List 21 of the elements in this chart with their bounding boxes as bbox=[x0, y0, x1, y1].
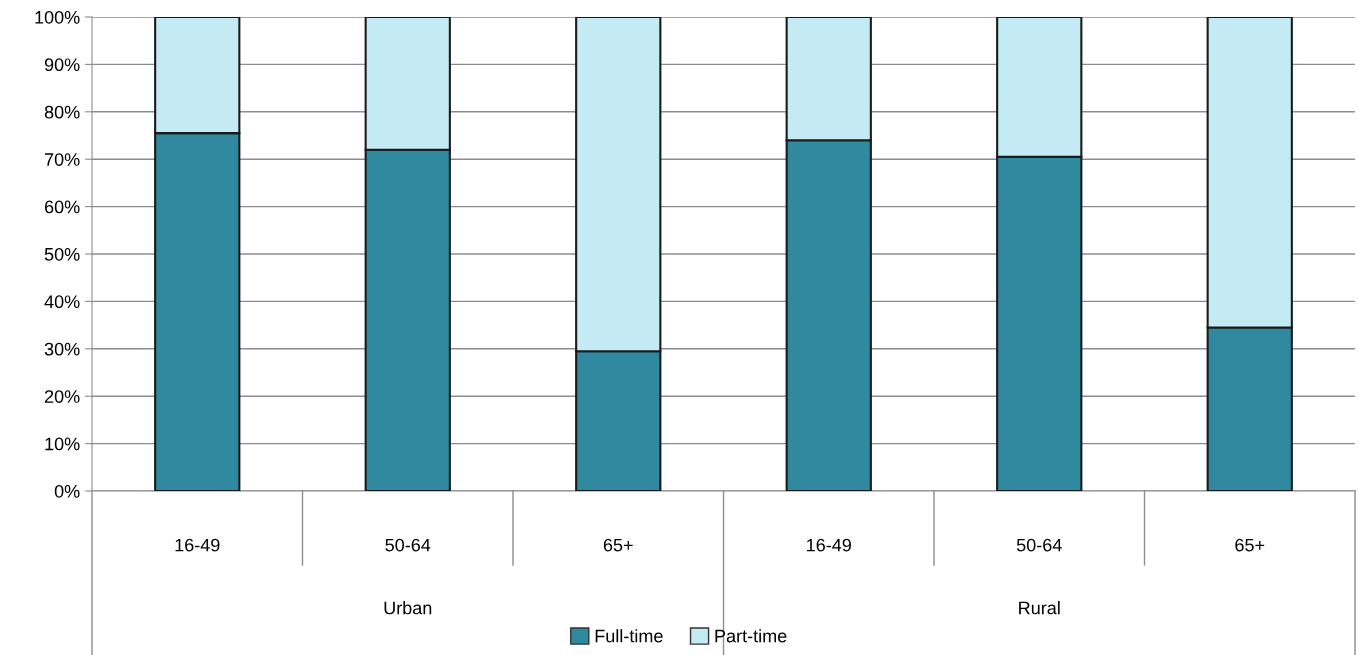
y-tick-label: 90% bbox=[44, 58, 80, 72]
y-tick-label: 70% bbox=[44, 153, 80, 166]
x-tick-label: 50-64 bbox=[1016, 538, 1062, 552]
x-tick-label: 16-49 bbox=[807, 538, 851, 552]
text: Urban bbox=[384, 601, 432, 615]
y-tick-label: 40% bbox=[44, 295, 80, 309]
y-tick-label: 10% bbox=[45, 437, 80, 451]
x-tick-label: 50-64 bbox=[385, 538, 431, 552]
y-tick-label: 0% bbox=[54, 484, 80, 498]
y-tick-label: 30% bbox=[44, 342, 80, 356]
x-tick-label: 16-49 bbox=[175, 538, 220, 552]
text: Rural bbox=[1019, 601, 1060, 615]
x-tick-label: 65+ bbox=[603, 538, 633, 552]
x-tick-label: 65+ bbox=[1235, 538, 1265, 552]
y-tick-label: 80% bbox=[44, 105, 80, 119]
y-tick-label: 60% bbox=[44, 200, 80, 214]
y-tick-label: 100% bbox=[35, 10, 80, 24]
y-tick-label: 50% bbox=[44, 247, 80, 261]
y-tick-label: 20% bbox=[44, 390, 80, 403]
legend-label: Full-time bbox=[595, 629, 663, 643]
legend-label: Part-time bbox=[715, 629, 787, 643]
